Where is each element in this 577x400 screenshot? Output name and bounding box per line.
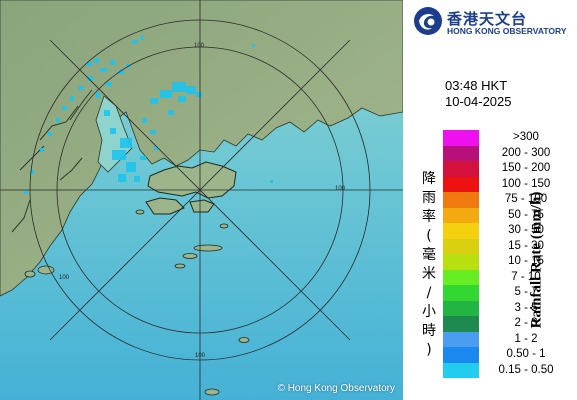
- legend-label: 75 - 100: [504, 193, 548, 205]
- legend-row: 7 - 10: [443, 269, 573, 285]
- legend-swatch: [443, 207, 479, 223]
- legend-label: 10 - 15: [508, 255, 544, 267]
- rainfall-legend: >300 200 - 300 150 - 200 100 - 150 75 - 100 5…: [443, 130, 573, 378]
- legend-swatch: [443, 254, 479, 270]
- legend-row: 0.50 - 1: [443, 347, 573, 363]
- legend-row: 100 - 150: [443, 176, 573, 192]
- legend-row: 3 - 5: [443, 300, 573, 316]
- legend-swatch: [443, 238, 479, 254]
- radar-map[interactable]: 100 100 100 100 © Hong Kong Observatory: [0, 0, 403, 400]
- legend-swatch: [443, 300, 479, 316]
- legend-row: 75 - 100: [443, 192, 573, 208]
- legend-title-cn: 降雨率(毫米 / 小時): [419, 170, 439, 360]
- range-ring-label-north: 100: [194, 43, 205, 49]
- legend-title-en-text: Rainfall Rate (mm/h): [528, 191, 545, 329]
- org-name-en: HONG KONG OBSERVATORY: [447, 26, 567, 36]
- legend-row: 30 - 50: [443, 223, 573, 239]
- timestamp: 03:48 HKT 10-04-2025: [445, 78, 512, 110]
- outlying-islands: [24, 209, 250, 396]
- lantau-island: [145, 197, 185, 215]
- legend-swatch: [443, 285, 479, 301]
- legend-label: 7 - 10: [511, 270, 541, 283]
- legend-swatch: [443, 316, 479, 332]
- range-ring-label-west: 100: [59, 275, 70, 281]
- legend-label: 50 - 75: [508, 208, 544, 221]
- legend-label: 5 - 7: [514, 286, 538, 298]
- hko-logo[interactable]: 香港天文台 HONG KONG OBSERVATORY: [413, 6, 573, 38]
- radar-map-canvas: 100 100 100 100: [0, 0, 403, 400]
- legend-label: 100 - 150: [501, 177, 551, 190]
- timestamp-time: 03:48 HKT: [445, 78, 508, 93]
- hko-emblem-icon: [414, 7, 442, 35]
- legend-swatch: [443, 362, 479, 378]
- legend-swatch: [443, 192, 479, 208]
- legend-row: 15 - 30: [443, 238, 573, 254]
- legend-row: 200 - 300: [443, 145, 573, 161]
- range-ring-label-south: 100: [195, 353, 206, 359]
- legend-row: >300: [443, 130, 573, 146]
- legend-label: 1 - 2: [514, 332, 538, 345]
- range-rings: [0, 0, 403, 400]
- legend-label: >300: [513, 131, 539, 143]
- legend-swatch: [443, 269, 479, 285]
- legend-row: 1 - 2: [443, 331, 573, 347]
- legend-row: 10 - 15: [443, 254, 573, 270]
- legend-label: 30 - 50: [508, 224, 544, 236]
- legend-swatch: [443, 347, 479, 363]
- legend-swatch: [443, 223, 479, 239]
- legend-swatch: [443, 130, 479, 146]
- copyright-notice: © Hong Kong Observatory: [277, 383, 395, 394]
- legend-label: 150 - 200: [501, 162, 551, 174]
- legend-label: 15 - 30: [508, 239, 544, 252]
- legend-row: 2 - 3: [443, 316, 573, 332]
- radar-echoes: [24, 36, 273, 194]
- legend-row: 0.15 - 0.50: [443, 362, 573, 378]
- legend-label: 200 - 300: [501, 146, 551, 159]
- legend-swatch: [443, 331, 479, 347]
- legend-row: 150 - 200: [443, 161, 573, 177]
- legend-row: 5 - 7: [443, 285, 573, 301]
- legend-swatch: [443, 145, 479, 161]
- hk-territory: [147, 161, 237, 199]
- legend-swatch: [443, 161, 479, 177]
- legend-label: 0.50 - 1: [506, 348, 546, 360]
- mainland-landmass: [0, 0, 403, 297]
- legend-label: 3 - 5: [514, 301, 538, 314]
- legend-title-cn-text: 降雨率(毫米 / 小時): [422, 171, 436, 358]
- legend-swatch: [443, 176, 479, 192]
- range-ring-label-east: 100: [335, 186, 346, 192]
- org-name-cn: 香港天文台: [447, 10, 528, 28]
- legend-row: 50 - 75: [443, 207, 573, 223]
- legend-label: 0.15 - 0.50: [498, 363, 554, 376]
- timestamp-date: 10-04-2025: [445, 94, 512, 109]
- legend-label: 2 - 3: [514, 317, 538, 329]
- rivers: [11, 89, 93, 233]
- hk-island: [189, 199, 215, 213]
- info-panel: 香港天文台 HONG KONG OBSERVATORY 03:48 HKT 10…: [403, 0, 577, 400]
